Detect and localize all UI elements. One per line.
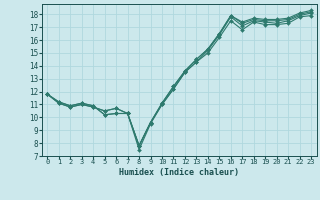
- X-axis label: Humidex (Indice chaleur): Humidex (Indice chaleur): [119, 168, 239, 177]
